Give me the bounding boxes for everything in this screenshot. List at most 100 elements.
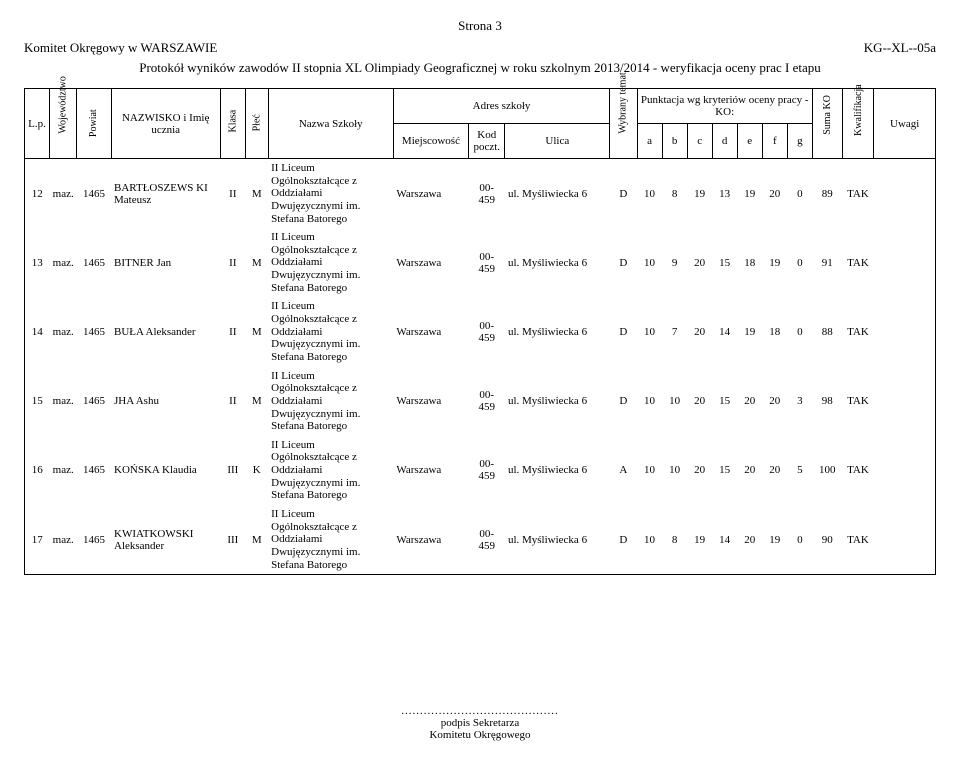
cell-powiat: 1465: [77, 505, 111, 575]
cell-b: 10: [662, 367, 687, 436]
cell-lp: 12: [25, 159, 50, 229]
cell-c: 20: [687, 228, 712, 297]
cell-uwagi: [874, 505, 936, 575]
header-e: e: [737, 124, 762, 159]
cell-kwal: TAK: [842, 436, 874, 505]
header-ulica: Ulica: [505, 124, 610, 159]
cell-d: 15: [712, 367, 737, 436]
cell-uwagi: [874, 297, 936, 366]
cell-suma: 90: [812, 505, 842, 575]
cell-e: 19: [737, 159, 762, 229]
cell-woj: maz.: [50, 159, 77, 229]
cell-city: Warszawa: [393, 367, 468, 436]
cell-plec: M: [245, 367, 268, 436]
cell-school: II Liceum Ogólnokształcące z Oddziałami …: [268, 297, 393, 366]
cell-name: BARTŁOSZEWS KI Mateusz: [111, 159, 220, 229]
cell-c: 20: [687, 367, 712, 436]
cell-uwagi: [874, 436, 936, 505]
cell-b: 7: [662, 297, 687, 366]
cell-name: BITNER Jan: [111, 228, 220, 297]
table-row: 17maz.1465KWIATKOWSKI AleksanderIIIMII L…: [25, 505, 936, 575]
cell-uwagi: [874, 228, 936, 297]
cell-ulica: ul. Myśliwiecka 6: [505, 505, 610, 575]
cell-ulica: ul. Myśliwiecka 6: [505, 228, 610, 297]
header-woj: Województwo: [50, 89, 77, 159]
header-lp: L.p.: [25, 89, 50, 159]
cell-suma: 100: [812, 436, 842, 505]
cell-uwagi: [874, 367, 936, 436]
header-plec: Płeć: [245, 89, 268, 159]
cell-temat: D: [610, 159, 637, 229]
cell-lp: 16: [25, 436, 50, 505]
cell-school: II Liceum Ogólnokształcące z Oddziałami …: [268, 505, 393, 575]
table-row: 16maz.1465KOŃSKA KlaudiaIIIKII Liceum Og…: [25, 436, 936, 505]
header-b: b: [662, 124, 687, 159]
cell-b: 9: [662, 228, 687, 297]
header-uwagi: Uwagi: [874, 89, 936, 159]
cell-suma: 98: [812, 367, 842, 436]
cell-f: 19: [762, 228, 787, 297]
cell-temat: A: [610, 436, 637, 505]
cell-suma: 91: [812, 228, 842, 297]
header-school: Nazwa Szkoły: [268, 89, 393, 159]
cell-name: JHA Ashu: [111, 367, 220, 436]
cell-e: 20: [737, 367, 762, 436]
cell-g: 5: [787, 436, 812, 505]
cell-e: 19: [737, 297, 762, 366]
cell-e: 18: [737, 228, 762, 297]
document-title: Protokół wyników zawodów II stopnia XL O…: [24, 60, 936, 76]
cell-b: 8: [662, 159, 687, 229]
header-powiat: Powiat: [77, 89, 111, 159]
cell-c: 20: [687, 436, 712, 505]
footer-line2: Komitetu Okręgowego: [24, 729, 936, 741]
cell-kod: 00-459: [469, 228, 505, 297]
cell-woj: maz.: [50, 367, 77, 436]
cell-woj: maz.: [50, 436, 77, 505]
cell-g: 0: [787, 228, 812, 297]
cell-a: 10: [637, 505, 662, 575]
header-klasa: Klasa: [220, 89, 245, 159]
cell-kod: 00-459: [469, 367, 505, 436]
cell-a: 10: [637, 159, 662, 229]
cell-lp: 17: [25, 505, 50, 575]
form-code: KG--XL--05a: [864, 40, 936, 56]
cell-plec: M: [245, 159, 268, 229]
cell-g: 0: [787, 297, 812, 366]
cell-city: Warszawa: [393, 159, 468, 229]
cell-f: 20: [762, 367, 787, 436]
cell-kwal: TAK: [842, 367, 874, 436]
cell-name: KOŃSKA Klaudia: [111, 436, 220, 505]
cell-ulica: ul. Myśliwiecka 6: [505, 367, 610, 436]
cell-woj: maz.: [50, 228, 77, 297]
signature-line: ........................................…: [24, 705, 936, 717]
cell-d: 15: [712, 228, 737, 297]
cell-klasa: II: [220, 297, 245, 366]
header-adres: Adres szkoły: [393, 89, 609, 124]
header-suma: Suma KO: [812, 89, 842, 159]
cell-ulica: ul. Myśliwiecka 6: [505, 159, 610, 229]
cell-temat: D: [610, 228, 637, 297]
cell-f: 20: [762, 159, 787, 229]
cell-a: 10: [637, 228, 662, 297]
cell-d: 13: [712, 159, 737, 229]
cell-powiat: 1465: [77, 159, 111, 229]
cell-powiat: 1465: [77, 297, 111, 366]
cell-kwal: TAK: [842, 505, 874, 575]
cell-kwal: TAK: [842, 228, 874, 297]
cell-klasa: III: [220, 505, 245, 575]
cell-g: 0: [787, 505, 812, 575]
cell-a: 10: [637, 436, 662, 505]
cell-d: 14: [712, 505, 737, 575]
cell-woj: maz.: [50, 505, 77, 575]
cell-klasa: III: [220, 436, 245, 505]
cell-school: II Liceum Ogólnokształcące z Oddziałami …: [268, 228, 393, 297]
cell-plec: M: [245, 297, 268, 366]
table-header: L.p. Województwo Powiat NAZWISKO i Imię …: [25, 89, 936, 159]
cell-kod: 00-459: [469, 159, 505, 229]
cell-g: 0: [787, 159, 812, 229]
cell-kod: 00-459: [469, 297, 505, 366]
cell-a: 10: [637, 297, 662, 366]
results-table: L.p. Województwo Powiat NAZWISKO i Imię …: [24, 88, 936, 575]
cell-suma: 89: [812, 159, 842, 229]
cell-temat: D: [610, 367, 637, 436]
